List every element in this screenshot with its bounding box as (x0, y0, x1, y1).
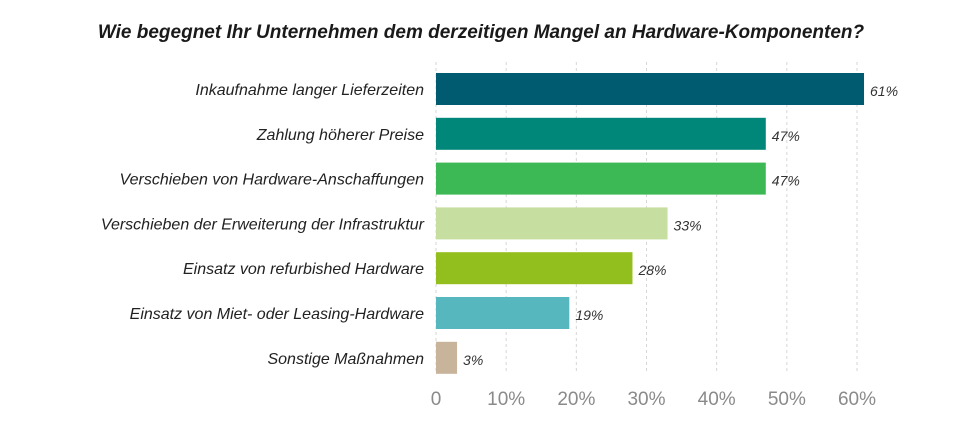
category-label: Verschieben der Erweiterung der Infrastr… (101, 216, 425, 233)
bars (436, 73, 865, 374)
x-tick-label: 30% (627, 389, 665, 410)
bar (436, 162, 766, 195)
bar (436, 207, 668, 240)
value-labels: 61% 47% 47% 33% 28% 19% 3% (463, 83, 898, 368)
x-axis-ticks: 0 10% 20% 30% 40% 50% 60% (431, 389, 876, 410)
bar (436, 252, 633, 285)
x-tick-label: 10% (487, 389, 525, 410)
category-label: Sonstige Maßnahmen (267, 351, 424, 368)
bar (436, 297, 570, 329)
value-label: 3% (463, 352, 483, 368)
value-label: 47% (772, 173, 800, 189)
x-tick-label: 0 (431, 389, 442, 410)
x-tick-label: 50% (768, 389, 806, 410)
bar (436, 341, 458, 374)
category-label: Inkaufnahme langer Lieferzeiten (195, 82, 424, 99)
category-label: Einsatz von refurbished Hardware (183, 261, 424, 278)
value-label: 61% (870, 83, 898, 99)
category-label: Verschieben von Hardware-Anschaffungen (120, 172, 425, 189)
chart-title: Wie begegnet Ihr Unternehmen dem derzeit… (98, 22, 865, 43)
value-label: 19% (575, 307, 603, 323)
x-tick-label: 40% (698, 389, 736, 410)
bar (436, 73, 865, 105)
category-labels: Inkaufnahme langer Lieferzeiten Zahlung h… (101, 82, 425, 368)
x-tick-label: 60% (838, 389, 876, 410)
category-label: Zahlung höherer Preise (256, 127, 424, 144)
bar (436, 117, 766, 150)
value-label: 33% (674, 217, 702, 233)
value-label: 47% (772, 128, 800, 144)
x-tick-label: 20% (557, 389, 595, 410)
value-label: 28% (637, 262, 666, 278)
category-label: Einsatz von Miet- oder Leasing-Hardware (130, 306, 424, 323)
